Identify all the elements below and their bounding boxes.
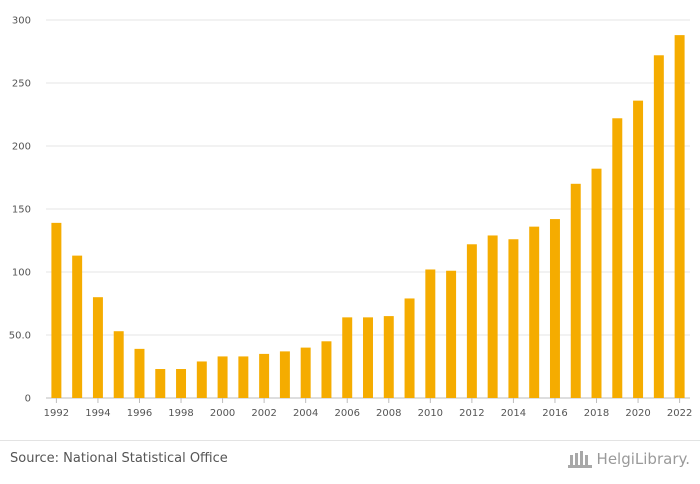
bar-2006: [342, 317, 353, 398]
bar-2017: [570, 183, 581, 398]
bar-1994: [92, 297, 103, 398]
bar-2012: [466, 244, 477, 398]
chart-footer: Source: National Statistical Office Helg…: [0, 440, 700, 484]
bar-2020: [633, 100, 644, 398]
y-tick-label: 150: [12, 205, 31, 216]
bar-2009: [404, 298, 415, 398]
bar-1993: [72, 255, 83, 398]
bar-2010: [425, 269, 436, 398]
y-tick-label: 100: [12, 268, 31, 279]
x-tick-label: 2020: [625, 408, 650, 419]
x-tick-label: 1992: [44, 408, 69, 419]
x-tick-label: 1996: [127, 408, 152, 419]
bar-2011: [446, 270, 457, 398]
x-tick-label: 2002: [251, 408, 276, 419]
bar-2007: [363, 317, 373, 398]
y-tick-label: 200: [12, 142, 31, 153]
bar-1992: [51, 222, 62, 398]
logo-text: HelgiLibrary.: [596, 450, 690, 468]
bar-chart: 0 50.0 100 150 200 250 300 1992 1994 1996 1998 200…: [9, 16, 693, 420]
bars: [51, 35, 685, 399]
y-axis-ticks: 0 50.0 100 150 200 250 300: [9, 16, 31, 405]
bar-1995: [113, 331, 124, 398]
bar-2014: [508, 239, 519, 398]
x-tick-label: 2006: [334, 408, 359, 419]
bar-2008: [383, 316, 394, 398]
x-tick-label: 2008: [376, 408, 401, 419]
x-axis-ticks: 1992 1994 1996 1998 2000 2002 2004 2006 2008 2010…: [44, 398, 692, 419]
bar-2013: [487, 235, 498, 398]
bar-1996: [134, 348, 145, 398]
bar-2019: [612, 118, 623, 398]
grid-lines: [46, 19, 690, 399]
helgi-library-logo: HelgiLibrary.: [567, 449, 690, 469]
y-tick-label: 300: [12, 16, 31, 27]
bar-2016: [549, 219, 560, 398]
x-tick-label: 2014: [501, 408, 526, 419]
y-tick-label: 50.0: [9, 331, 31, 342]
x-tick-label: 2016: [542, 408, 567, 419]
x-tick-label: 2004: [293, 408, 318, 419]
x-tick-label: 1998: [168, 408, 193, 419]
x-tick-label: 2018: [584, 408, 609, 419]
bar-2003: [279, 351, 290, 398]
x-tick-label: 2022: [667, 408, 692, 419]
bar-2021: [653, 55, 664, 398]
bar-2015: [529, 226, 540, 398]
y-tick-label: 250: [12, 79, 31, 90]
bar-2002: [259, 353, 270, 398]
x-tick-label: 1994: [85, 408, 110, 419]
x-tick-label: 2010: [418, 408, 443, 419]
bar-2000: [217, 356, 228, 398]
bar-1998: [176, 369, 187, 398]
bar-2022: [674, 35, 685, 399]
library-building-icon: [567, 451, 592, 468]
y-tick-label: 0: [25, 394, 31, 405]
source-text: Source: National Statistical Office: [10, 451, 228, 466]
bar-1999: [196, 361, 207, 398]
bar-2004: [300, 347, 311, 398]
bar-2018: [591, 168, 602, 398]
bar-2001: [238, 356, 249, 398]
x-tick-label: 2000: [210, 408, 235, 419]
x-tick-label: 2012: [459, 408, 484, 419]
bar-2005: [321, 341, 332, 398]
bar-1997: [155, 369, 166, 398]
